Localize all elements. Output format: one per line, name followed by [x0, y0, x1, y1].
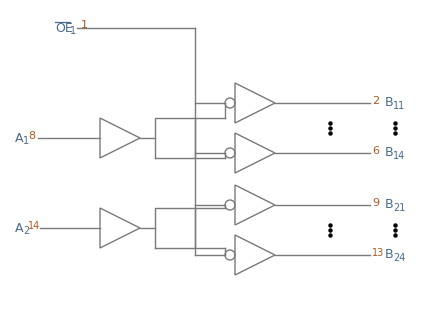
Text: 24: 24 — [393, 253, 405, 263]
Text: 1: 1 — [70, 26, 76, 36]
Text: B: B — [385, 97, 394, 110]
Text: 2: 2 — [23, 226, 29, 236]
Text: 14: 14 — [28, 221, 40, 231]
Text: A: A — [15, 132, 23, 145]
Text: 1: 1 — [81, 20, 88, 30]
Text: 9: 9 — [372, 198, 379, 208]
Text: B: B — [385, 198, 394, 211]
Text: 6: 6 — [372, 146, 379, 156]
Text: B: B — [385, 248, 394, 261]
Text: 11: 11 — [393, 101, 405, 111]
Text: OE: OE — [55, 22, 73, 35]
Text: 2: 2 — [372, 96, 379, 106]
Text: 13: 13 — [372, 248, 384, 258]
Text: A: A — [15, 221, 23, 234]
Text: 1: 1 — [23, 136, 29, 146]
Text: 8: 8 — [28, 131, 35, 141]
Text: 14: 14 — [393, 151, 405, 161]
Text: B: B — [385, 147, 394, 160]
Text: 21: 21 — [393, 203, 405, 213]
